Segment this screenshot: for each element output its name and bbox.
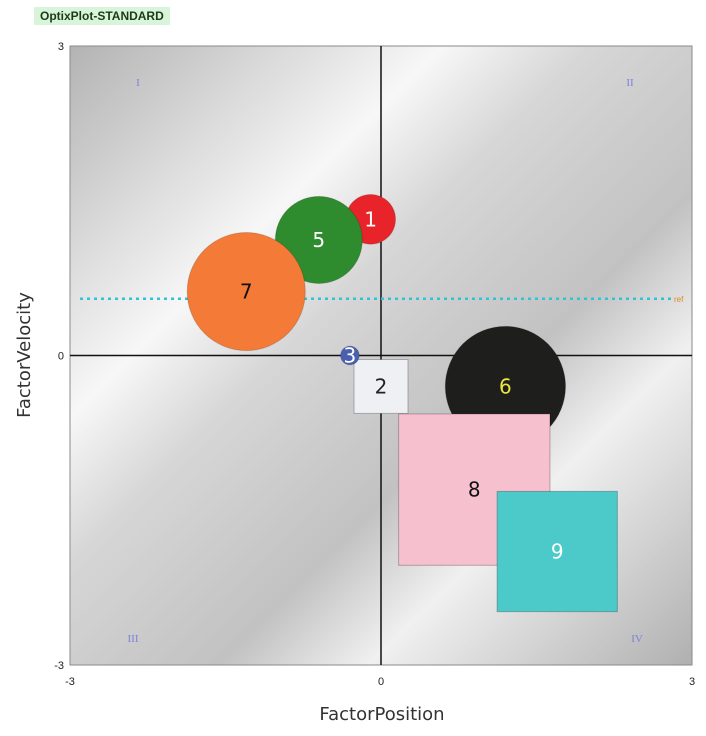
bubble-7 (186, 231, 306, 352)
x-tick-label: 0 (378, 676, 384, 688)
point-label-6: 6 (499, 374, 512, 398)
reference-line-label: ref (674, 295, 684, 304)
bubble-3 (340, 345, 360, 366)
square-2 (353, 358, 409, 414)
x-axis-title: FactorPosition (319, 704, 444, 725)
x-tick-label: 3 (689, 676, 695, 688)
y-tick-label: 0 (58, 351, 64, 363)
square-9 (496, 490, 618, 613)
quadrant-label: IV (631, 633, 643, 645)
point-label-1: 1 (364, 207, 377, 231)
x-tick-label: -3 (65, 676, 75, 688)
quadrant-label: I (136, 77, 140, 89)
quadrant-label: III (128, 633, 139, 645)
quadrant-label: II (626, 77, 634, 89)
y-tick-label: 3 (58, 41, 64, 53)
point-label-5: 5 (312, 228, 325, 252)
point-label-3: 3 (344, 344, 357, 368)
y-tick-label: -3 (54, 660, 64, 672)
point-label-7: 7 (240, 280, 253, 304)
y-axis-title: FactorVelocity (14, 292, 35, 418)
point-label-8: 8 (468, 478, 481, 502)
point-label-2: 2 (375, 374, 388, 398)
point-label-9: 9 (551, 540, 564, 564)
chart-title-badge: OptixPlot-STANDARD (34, 7, 170, 25)
